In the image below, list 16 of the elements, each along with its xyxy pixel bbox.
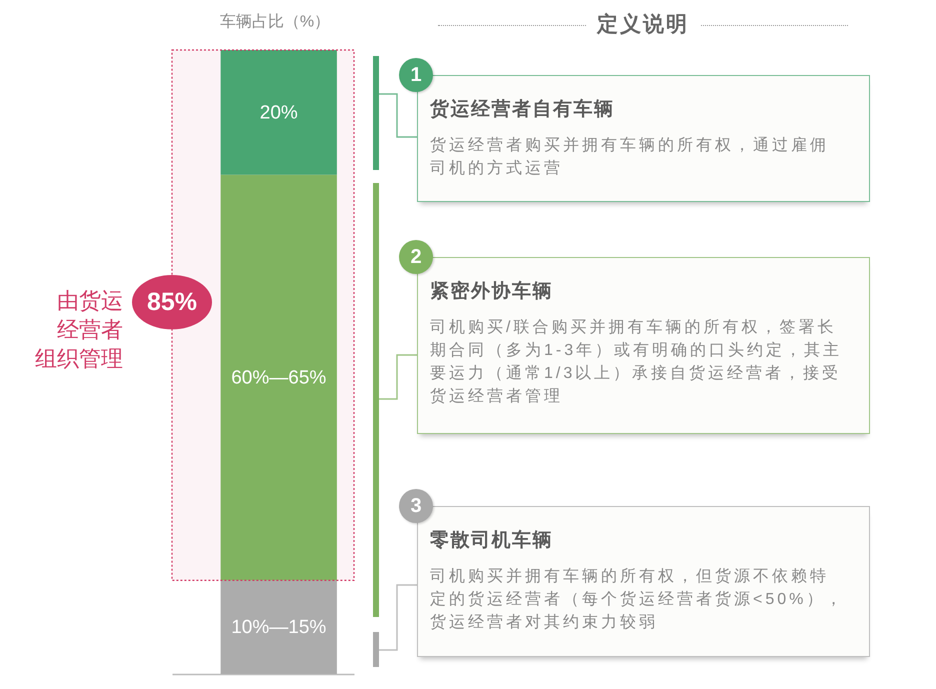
band-label: 由货运经营者组织管理: [35, 288, 123, 372]
data-label: 60%—65%: [231, 368, 326, 389]
text: 1: [399, 58, 433, 92]
chart-title: 车辆占比（%）: [220, 12, 330, 30]
text: 货运经营者自有车辆: [430, 98, 614, 122]
text: 司机购买并拥有车辆的所有权，但货源不依赖特定的货运经营者（每个货运经营者货源<50%），货运经营者对其约束力较弱: [430, 566, 846, 633]
text: 货运经营者购买并拥有车辆的所有权，通过雇佣司机的方式运营: [430, 136, 830, 179]
text: 司机购买/联合购买并拥有车辆的所有权，签署长期合同（多为1-3年）或有明确的口头约定，其主要运力（通常1/3以上）承接自货运经营者，接受货运经营者管理: [430, 318, 844, 407]
text: 紧密外协车辆: [430, 280, 553, 304]
text: 定义说明: [597, 12, 689, 38]
data-label: 10%—15%: [231, 617, 326, 638]
text: 2: [399, 240, 433, 274]
text: 零散司机车辆: [430, 529, 553, 553]
text: 3: [399, 489, 433, 523]
data-label: 20%: [260, 102, 298, 124]
text: 85%: [146, 288, 198, 316]
